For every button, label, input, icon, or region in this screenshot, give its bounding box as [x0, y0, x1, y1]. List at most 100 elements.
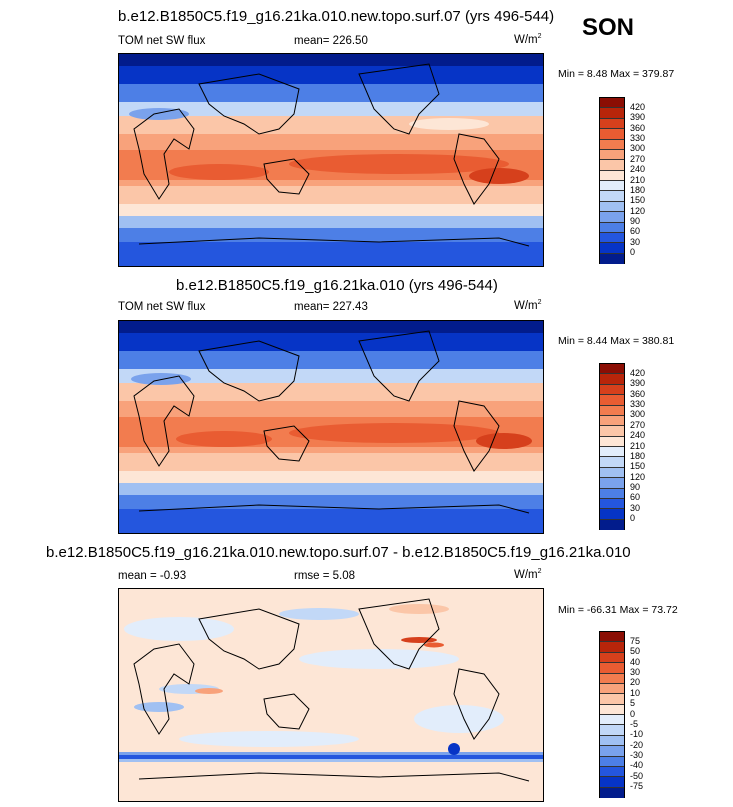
- panel-3-colorbar-swatch: [600, 756, 624, 767]
- panel-2-colorbar-swatch: [600, 509, 624, 520]
- colorbar-tick-label: 300: [630, 143, 646, 154]
- panel-1-minmax: Min = 8.48 Max = 379.87: [558, 68, 675, 80]
- season-label: SON: [582, 14, 635, 41]
- colorbar-tick-label: -40: [630, 760, 644, 771]
- panel-1-title: b.e12.B1850C5.f19_g16.21ka.010.new.topo.…: [118, 8, 555, 25]
- colorbar-tick-label: 420: [630, 101, 646, 112]
- panel-3-minmax: Min = -66.31 Max = 73.72: [558, 604, 678, 616]
- colorbar-tick-label: 210: [630, 174, 646, 185]
- colorbar-tick-label: 390: [630, 378, 646, 389]
- colorbar-tick-label: 50: [630, 646, 641, 657]
- panel-1-map: [118, 53, 544, 267]
- panel-3-map-canvas: [119, 589, 543, 801]
- panel-3-colorbar-swatch: [600, 777, 624, 788]
- panel-2-minmax: Min = 8.44 Max = 380.81: [558, 335, 675, 347]
- colorbar-tick-label: 270: [630, 153, 646, 164]
- colorbar-tick-label: 150: [630, 461, 646, 472]
- colorbar-tick-label: 30: [630, 502, 641, 513]
- panel-1-colorbar-swatch: [600, 118, 624, 130]
- panel-1-colorbar-swatch: [600, 108, 624, 119]
- colorbar-tick-label: 300: [630, 409, 646, 420]
- colorbar-tick-label: 20: [630, 677, 641, 688]
- panel-2-colorbar-swatch: [600, 447, 624, 458]
- panel-1-colorbar-swatch: [600, 139, 624, 150]
- panel-1-variable-label: TOM net SW flux: [118, 35, 206, 47]
- panel-2-colorbar-swatch: [600, 426, 624, 437]
- panel-2-colorbar-swatch: [600, 405, 624, 416]
- colorbar-tick-label: 360: [630, 122, 646, 133]
- panel-1-colorbar-swatch: [600, 253, 624, 264]
- panel-2-mean-label: mean= 227.43: [294, 301, 368, 313]
- colorbar-tick-label: -75: [630, 781, 644, 792]
- panel-3-colorbar-swatch: [600, 694, 624, 705]
- colorbar-tick-label: 60: [630, 226, 641, 237]
- colorbar-tick-label: 60: [630, 492, 641, 503]
- panel-3-colorbar-swatch: [600, 673, 624, 684]
- panel-1-colorbar-swatch: [600, 129, 624, 140]
- panel-3-colorbar-swatch: [600, 735, 624, 747]
- colorbar-tick-label: 240: [630, 164, 646, 175]
- panel-2-map-canvas: [119, 321, 543, 533]
- panel-1-colorbar-swatch: [600, 149, 624, 161]
- panel-2-colorbar-swatch: [600, 488, 624, 499]
- panel-3-colorbar-swatch: [600, 766, 624, 778]
- panel-1-colorbar-swatch: [600, 222, 624, 233]
- colorbar-tick-label: 0: [630, 513, 636, 524]
- panel-1-mean-label: mean= 226.50: [294, 35, 368, 47]
- panel-3-colorbar-swatch: [600, 725, 624, 736]
- panel-3-colorbar-swatch: [600, 642, 624, 653]
- colorbar-tick-label: 180: [630, 450, 646, 461]
- panel-3-colorbar-swatch: [600, 746, 624, 757]
- panel-2-map: [118, 320, 544, 534]
- colorbar-tick-label: 330: [630, 399, 646, 409]
- panel-2-colorbar-swatch: [600, 415, 624, 427]
- panel-1-colorbar-swatch: [600, 212, 624, 223]
- panel-1-colorbar-swatch: [600, 160, 624, 171]
- colorbar-tick-label: -5: [630, 718, 639, 729]
- panel-1-units: W/m2: [514, 33, 542, 46]
- panel-3-map: [118, 588, 544, 802]
- colorbar-tick-label: -50: [630, 770, 644, 781]
- colorbar-tick-label: 40: [630, 656, 641, 667]
- colorbar-tick-label: 210: [630, 440, 646, 451]
- colorbar-tick-label: -20: [630, 739, 644, 750]
- panel-3-rmse-label: rmse = 5.08: [294, 570, 356, 582]
- panel-2-colorbar-swatch: [600, 519, 624, 530]
- panel-3-colorbar-swatch: [600, 704, 624, 715]
- panel-3-colorbar-swatch: [600, 632, 624, 643]
- colorbar-tick-label: -30: [630, 750, 644, 760]
- panel-2-colorbar-swatch: [600, 374, 624, 385]
- colorbar-tick-label: 330: [630, 133, 646, 143]
- panel-2-colorbar-swatch: [600, 436, 624, 447]
- colorbar-tick-label: 10: [630, 687, 641, 698]
- colorbar-tick-label: 240: [630, 430, 646, 441]
- panel-3-colorbar-swatch: [600, 683, 624, 695]
- colorbar-tick-label: 420: [630, 367, 646, 378]
- colorbar-tick-label: 120: [630, 205, 646, 216]
- colorbar-tick-label: 5: [630, 698, 636, 709]
- panel-3-colorbar: [599, 631, 625, 798]
- panel-3-colorbar-swatch: [600, 787, 624, 798]
- panel-1-colorbar-labels: 420 390 360 330 300 270 240 210 180 150 …: [630, 97, 670, 264]
- colorbar-tick-label: 30: [630, 236, 641, 247]
- panel-2-units: W/m2: [514, 299, 542, 312]
- panel-1-colorbar: [599, 97, 625, 264]
- panel-3-colorbar-swatch: [600, 715, 624, 726]
- panel-3-mean-label: mean = -0.93: [118, 570, 187, 582]
- panel-2-colorbar-swatch: [600, 498, 624, 510]
- colorbar-tick-label: 120: [630, 471, 646, 482]
- panel-1-colorbar-swatch: [600, 191, 624, 202]
- colorbar-tick-label: 75: [630, 635, 641, 646]
- panel-1-colorbar-swatch: [600, 181, 624, 192]
- panel-1-colorbar-swatch: [600, 243, 624, 254]
- panel-1-map-canvas: [119, 54, 543, 266]
- panel-3-colorbar-labels: 75 50 40 30 20 10 5 0 -5 -10 -20 -30 -40…: [630, 631, 670, 798]
- colorbar-tick-label: 90: [630, 216, 641, 226]
- panel-3-title: b.e12.B1850C5.f19_g16.21ka.010.new.topo.…: [46, 544, 631, 561]
- panel-3-units: W/m2: [514, 568, 542, 581]
- colorbar-tick-label: 360: [630, 388, 646, 399]
- panel-2-colorbar-swatch: [600, 467, 624, 479]
- panel-2-colorbar-swatch: [600, 395, 624, 406]
- panel-2-colorbar-swatch: [600, 384, 624, 396]
- colorbar-tick-label: 90: [630, 482, 641, 492]
